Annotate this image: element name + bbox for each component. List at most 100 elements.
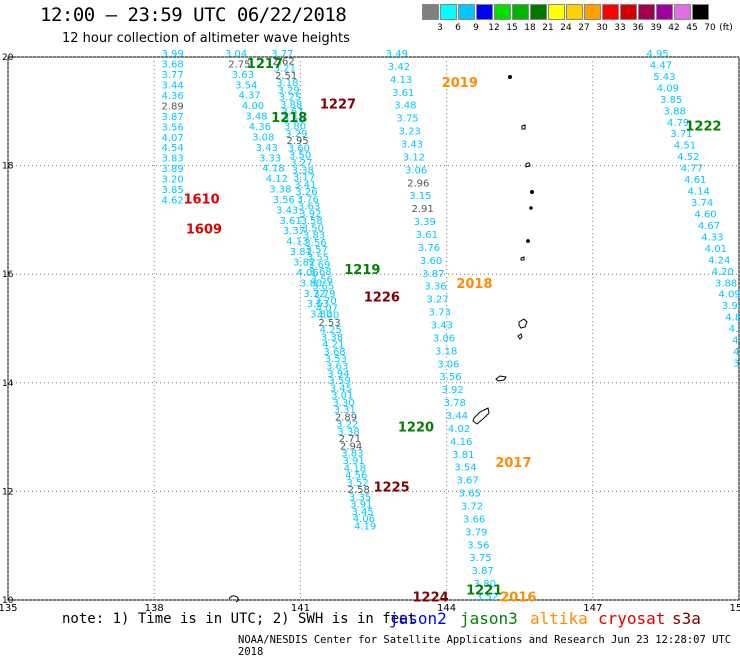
color-swatch <box>548 4 565 20</box>
wave-height-value: 3.38 <box>337 427 359 438</box>
wave-height-value: 3.36 <box>424 282 446 293</box>
island <box>521 124 526 130</box>
pass-label: 2016 <box>500 591 536 606</box>
wave-height-value: 3.87 <box>472 566 494 577</box>
wave-height-value: 4.09 <box>718 290 740 301</box>
wave-height-value: 3.74 <box>691 198 713 209</box>
wave-height-value: 2.53 <box>318 318 340 329</box>
lat-tick-label: 14 <box>2 379 14 389</box>
wave-height-value: 3.41 <box>294 180 316 191</box>
wave-height-value: 4.24 <box>708 255 730 266</box>
wave-height-value: 3.44 <box>446 411 468 422</box>
wave-height-value: 4.13 <box>286 237 308 248</box>
island <box>525 162 531 168</box>
color-scale-label: 12 <box>488 23 500 33</box>
lon-tick-label: 141 <box>291 603 310 614</box>
color-swatch <box>656 4 673 20</box>
island <box>530 190 534 194</box>
wave-height-value: 3.88 <box>664 106 686 117</box>
island <box>520 256 525 261</box>
wave-height-value: 3.68 <box>309 267 331 278</box>
wave-height-value: 3.52 <box>476 592 498 603</box>
pass-label: 1218 <box>271 111 307 126</box>
pass-label: 1217 <box>247 57 283 72</box>
wave-height-value: 3.43 <box>431 321 453 332</box>
color-swatch <box>530 4 547 20</box>
pass-label: 1225 <box>374 480 410 495</box>
pass-label: 1222 <box>685 119 721 134</box>
wave-height-value: 3.85 <box>660 95 682 106</box>
wave-height-value: 3.15 <box>409 191 431 202</box>
wave-height-value: 3.83 <box>341 449 363 460</box>
color-swatch <box>458 4 475 20</box>
wave-height-value: 4.8 <box>733 347 740 358</box>
wave-height-value: 3.42 <box>388 62 410 73</box>
wave-height-value: 3.80 <box>300 278 322 289</box>
color-swatch <box>692 4 709 20</box>
color-scale-label: 15 <box>506 23 518 33</box>
wave-height-value: 2.75 <box>228 59 250 70</box>
wave-height-value: 4.18 <box>344 463 366 474</box>
wave-height-value: 4.37 <box>239 91 261 102</box>
wave-height-value: 3.82 <box>293 258 315 269</box>
wave-height-value: 3.54 <box>235 80 257 91</box>
wave-height-value: 3.35 <box>349 492 371 503</box>
lon-tick-label: 135 <box>0 603 18 614</box>
pass-label: 1227 <box>320 98 356 113</box>
wave-height-value: 3.80 <box>284 122 306 133</box>
wave-height-value: 3.75 <box>469 553 491 564</box>
wave-height-value: 3.65 <box>459 489 481 500</box>
wave-height-value: 2.94 <box>340 441 362 452</box>
color-scale-label: 3 <box>437 23 443 33</box>
color-scale-label: 39 <box>650 23 662 33</box>
wave-height-value: 2.89 <box>335 412 357 423</box>
wave-height-value: 3.79 <box>313 289 335 300</box>
wave-height-value: 3.68 <box>323 347 345 358</box>
legend-item-cryosat: cryosat <box>598 609 666 628</box>
color-scale-unit: (ft) <box>719 23 733 33</box>
wave-height-value: 4.40 <box>317 311 339 322</box>
wave-height-value: 4.00 <box>242 101 264 112</box>
wave-height-value: 3.54 <box>454 463 476 474</box>
color-scale-label: 42 <box>668 23 680 33</box>
wave-height-value: 3.61 <box>279 216 301 227</box>
wave-height-value: 3.61 <box>392 88 414 99</box>
wave-height-value: 3.63 <box>307 299 329 310</box>
wave-height-value: 3.99 <box>162 49 184 60</box>
wave-height-value: 3.56 <box>304 238 326 249</box>
wave-height-value: 4.13 <box>390 75 412 86</box>
wave-height-value: 3.91 <box>350 500 372 511</box>
wave-height-value: 3.61 <box>416 230 438 241</box>
wave-height-value: 3.56 <box>467 540 489 551</box>
lon-tick-label: 150 <box>729 603 740 614</box>
pass-label: 2018 <box>456 277 492 292</box>
wave-height-value: 3.77 <box>162 70 184 81</box>
map-frame <box>7 56 740 601</box>
wave-height-value: 3.39 <box>414 217 436 228</box>
wave-height-value: 4.07 <box>316 303 338 314</box>
wave-height-value: 4.56 <box>345 471 367 482</box>
color-swatch <box>674 4 691 20</box>
wave-height-value: 4.77 <box>681 164 703 175</box>
wave-height-value: 4.06 <box>297 268 319 279</box>
wave-height-value: 3.56 <box>162 122 184 133</box>
color-scale-label: 27 <box>578 23 590 33</box>
wave-height-value: 3.20 <box>162 175 184 186</box>
wave-height-value: 4.36 <box>162 91 184 102</box>
wave-height-value: 4.95 <box>646 49 668 60</box>
wave-height-value: 3.89 <box>162 164 184 175</box>
wave-height-value: 4.07 <box>162 133 184 144</box>
wave-height-value: 3.81 <box>290 247 312 258</box>
color-swatch <box>422 4 439 20</box>
wave-height-value: 3.57 <box>306 245 328 256</box>
color-swatch <box>566 4 583 20</box>
wave-height-value: 3.27 <box>426 295 448 306</box>
wave-height-value: 3.67 <box>457 476 479 487</box>
wave-height-value: 3.72 <box>303 289 325 300</box>
wave-height-value: 3.06 <box>433 333 455 344</box>
wave-height-value: 3.88 <box>280 100 302 111</box>
lon-tick-label: 144 <box>437 603 456 614</box>
wave-height-value: 3.27 <box>290 158 312 169</box>
wave-height-value: 4.47 <box>650 60 672 71</box>
